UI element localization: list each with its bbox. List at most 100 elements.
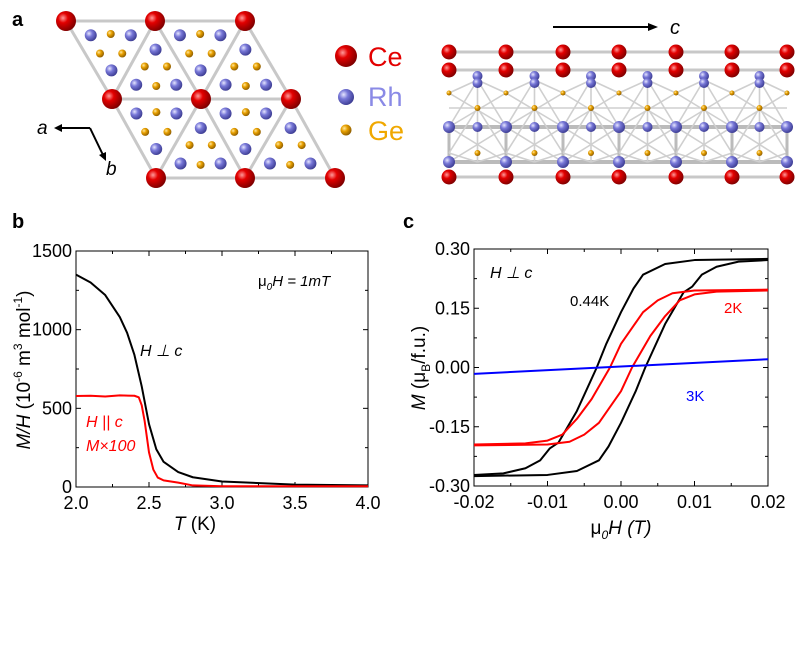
bond — [243, 20, 293, 100]
rh-atom — [500, 156, 512, 168]
ge-atom — [474, 105, 481, 111]
axis-a-label: a — [37, 118, 48, 139]
rh-atom — [174, 157, 187, 170]
bond — [759, 152, 788, 163]
ce-atom — [498, 62, 514, 78]
bond — [199, 98, 247, 179]
bond — [505, 107, 536, 154]
x-tick-label: 3.5 — [282, 493, 307, 513]
series-label-3K: 3K — [686, 388, 704, 405]
rh-atom — [304, 157, 317, 170]
rh-atom — [557, 156, 569, 168]
rh-atom — [105, 64, 118, 77]
bond — [154, 98, 203, 179]
ge-atom — [241, 108, 250, 117]
series-0.44K-ascending — [473, 259, 769, 478]
ce-atom — [498, 44, 514, 60]
bond — [448, 79, 479, 128]
x-tick-label: 4.0 — [355, 493, 380, 513]
ge-atom — [531, 105, 538, 111]
rh-atom — [586, 122, 596, 132]
series-2K-ascending — [473, 289, 769, 447]
ge-atom — [118, 49, 127, 58]
ge-atom — [729, 90, 735, 96]
legend-rh: Rh — [368, 82, 403, 112]
ge-atom — [252, 62, 261, 71]
bond — [448, 107, 479, 154]
scale-annotation: M×100 — [86, 438, 135, 455]
rh-atom — [170, 78, 183, 91]
rh-atom — [170, 107, 183, 120]
ce-atom — [441, 169, 457, 185]
ge-atom — [588, 105, 594, 111]
field-annotation: μ0H = 1mT — [258, 273, 332, 293]
ce-atom — [611, 62, 627, 78]
rh-atom — [260, 107, 273, 120]
x-tick-label: -0.01 — [527, 492, 568, 512]
ge-atom — [503, 90, 509, 96]
ge-atom — [163, 127, 172, 136]
rh-atom — [173, 29, 186, 42]
rh-atom — [754, 78, 765, 88]
panel-label-a: a — [12, 9, 24, 31]
rh-atom — [529, 78, 540, 88]
x-tick-label: 2.0 — [63, 493, 88, 513]
ge-atom — [207, 141, 216, 150]
bond — [476, 107, 507, 154]
bond — [110, 20, 157, 100]
ge-atom — [96, 49, 104, 58]
rh-atom — [263, 157, 276, 170]
x-axis-label: μ0H (T) — [591, 518, 652, 542]
rh-atom — [443, 121, 455, 133]
y-tick-label: 0.30 — [435, 239, 470, 259]
ge-atom — [275, 141, 284, 150]
bond — [562, 107, 592, 154]
rh-atom — [194, 121, 207, 134]
series-label-0.44K: 0.44K — [570, 293, 609, 310]
bond — [534, 152, 564, 163]
ce-atom — [779, 169, 795, 185]
ge-atom — [644, 150, 651, 156]
ge-atom — [701, 150, 707, 156]
y-axis-label: M (μB/f.u.) — [409, 326, 433, 410]
ce-atom — [724, 44, 740, 60]
ce-atom — [235, 11, 255, 31]
rh-atom — [124, 29, 137, 42]
ge-atom-icon — [340, 124, 352, 136]
ge-atom — [756, 105, 763, 111]
bond — [562, 152, 592, 163]
y-tick-label: 0 — [62, 477, 72, 497]
rh-atom — [260, 78, 273, 91]
rh-atom — [239, 143, 252, 156]
rh-atom — [586, 78, 596, 88]
bond — [476, 79, 507, 128]
ce-atom — [555, 62, 571, 78]
ge-atom — [196, 30, 205, 38]
bond — [533, 79, 564, 128]
ge-atom — [644, 105, 651, 111]
ce-atom — [441, 62, 457, 78]
ge-atom — [560, 90, 566, 96]
bond — [646, 79, 677, 128]
ge-atom — [230, 62, 239, 71]
ge-atom — [152, 82, 161, 90]
ce-atom — [498, 169, 514, 185]
ge-atom — [140, 62, 149, 71]
ce-atom — [146, 168, 166, 188]
series-3K — [473, 358, 769, 375]
bond — [505, 79, 536, 128]
bond — [477, 152, 507, 163]
ge-atom — [673, 90, 679, 96]
bond — [618, 152, 648, 163]
rh-atom — [219, 107, 232, 120]
ce-atom — [724, 169, 740, 185]
ge-atom — [230, 127, 239, 136]
bond — [731, 107, 761, 154]
ce-atom — [668, 169, 684, 185]
x-axis-label: T (K) — [174, 514, 216, 535]
ce-atom — [555, 169, 571, 185]
ge-atom — [701, 105, 707, 111]
rh-atom — [214, 157, 227, 170]
